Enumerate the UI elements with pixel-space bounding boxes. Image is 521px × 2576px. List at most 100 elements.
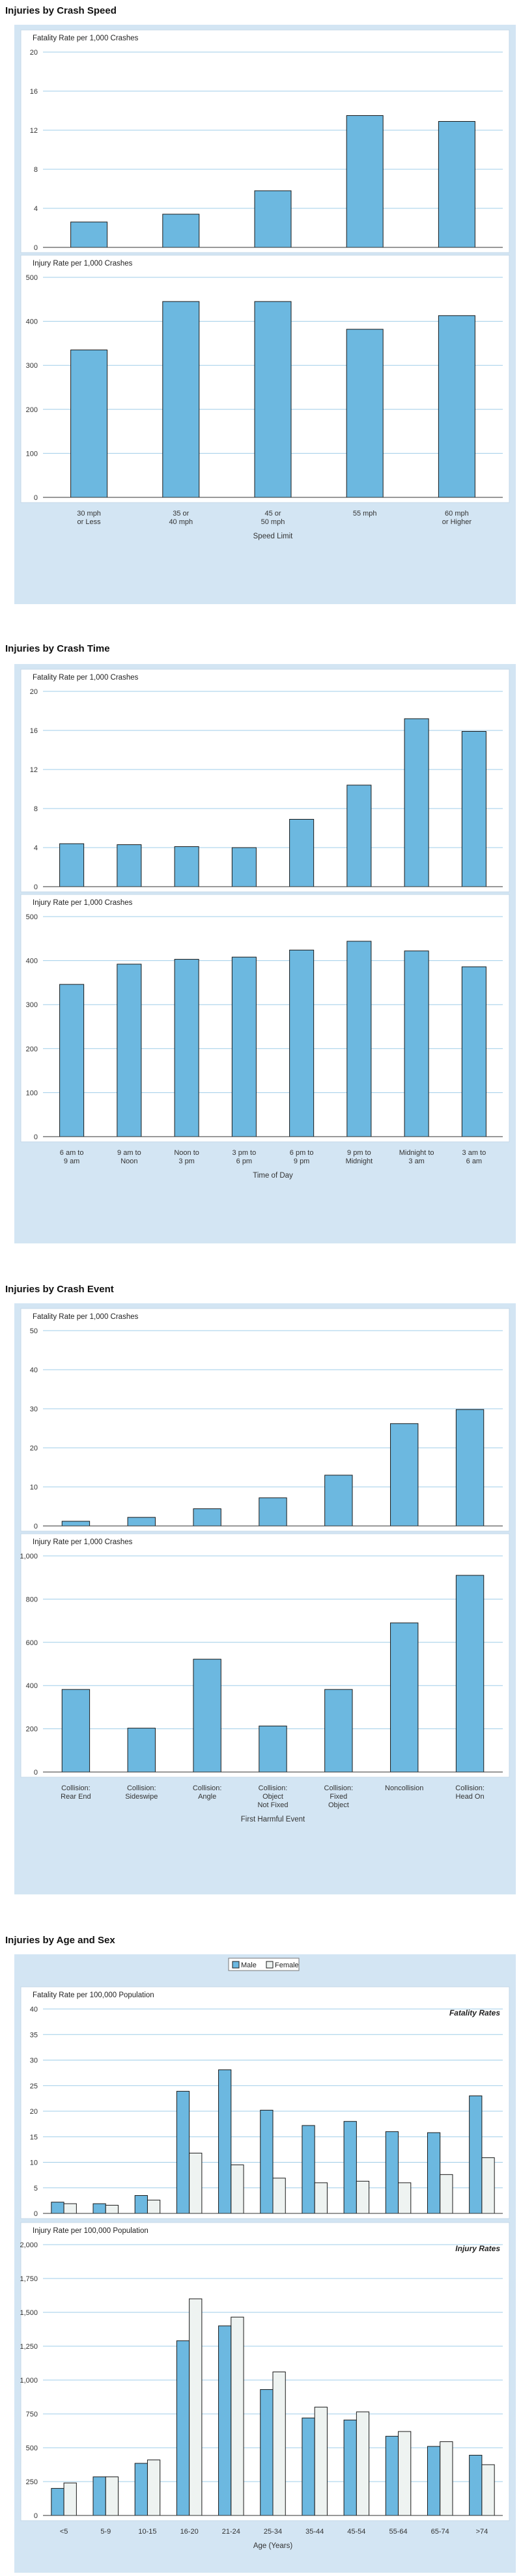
x-tick-label: <5 [60, 2528, 68, 2536]
chart-annotation: Injury Rates [455, 2244, 500, 2253]
chart-age-fatality: Fatality Rate per 100,000 Population Fata… [20, 1958, 510, 2219]
bar-female [63, 2203, 77, 2214]
bar [404, 718, 429, 887]
bar [289, 819, 315, 887]
bar-male [343, 2121, 357, 2214]
y-tick-label: 8 [34, 805, 38, 813]
y-tick-label: 8 [34, 166, 38, 174]
y-tick-label: 20 [30, 688, 38, 696]
chart-title: Fatality Rate per 1,000 Crashes [33, 674, 139, 682]
chart-title: Fatality Rate per 1,000 Crashes [33, 35, 139, 42]
bar [289, 949, 315, 1137]
y-tick-label: 0 [34, 2512, 38, 2520]
bar-male [260, 2389, 274, 2516]
y-tick-label: 1,000 [20, 2377, 38, 2385]
y-tick-label: 15 [30, 2133, 38, 2141]
y-tick-label: 0 [34, 2210, 38, 2218]
x-tick-label: 21-24 [222, 2528, 240, 2536]
y-tick-label: 30 [30, 2057, 38, 2065]
chart-event-fatality: Fatality Rate per 1,000 Crashes 0 10 20 30 40… [20, 1308, 510, 1532]
y-tick-label: 0 [34, 1769, 38, 1777]
bar-female [314, 2182, 328, 2214]
bar-male [134, 2463, 148, 2516]
y-tick-label: 400 [26, 1682, 38, 1690]
bar-male [92, 2476, 106, 2516]
y-tick-label: 300 [26, 362, 38, 370]
y-tick-label: 20 [30, 49, 38, 57]
y-tick-label: 500 [26, 913, 38, 921]
bar-male [302, 2417, 315, 2516]
chart-panel: Fatality Rate per 1,000 Crashes 0 4 8 12 16 20… [14, 664, 516, 1243]
y-tick-label: 200 [26, 1726, 38, 1734]
y-tick-label: 4 [34, 205, 38, 213]
x-tick-label: 35 or 40 mph [169, 510, 193, 526]
y-tick-label: 1,500 [20, 2309, 38, 2317]
x-tick-label: Noon to 3 pm [174, 1149, 199, 1165]
y-tick-label: 50 [30, 1327, 38, 1335]
chart-speed-fatality: Fatality Rate per 1,000 Crashes 0 4 8 12 16 20 [20, 29, 510, 253]
y-tick-label: 1,250 [20, 2343, 38, 2351]
bar-male [469, 2454, 483, 2516]
bar [162, 214, 200, 248]
bar [346, 784, 372, 887]
x-tick-label: Collision: Object Not Fixed [257, 1784, 288, 1809]
bar [438, 315, 475, 498]
y-tick-label: 5 [34, 2185, 38, 2193]
y-tick-label: 250 [26, 2478, 38, 2486]
bar [174, 959, 199, 1137]
bar-male [51, 2202, 64, 2214]
y-tick-label: 1,000 [20, 1553, 38, 1560]
bar-female [356, 2181, 370, 2214]
bar [231, 847, 257, 887]
bar-female [481, 2464, 495, 2516]
x-tick-label: 3 am to 6 am [462, 1149, 486, 1165]
section-title: Injuries by Crash Event [5, 1284, 114, 1295]
bar [193, 1659, 221, 1773]
section-title: Injuries by Age and Sex [5, 1935, 115, 1946]
x-tick-label: 16-20 [180, 2528, 199, 2536]
bar [117, 844, 142, 887]
chart-title: Injury Rate per 100,000 Population [33, 2227, 148, 2235]
bar [59, 984, 85, 1137]
bar-male [218, 2069, 232, 2214]
y-tick-label: 35 [30, 2031, 38, 2039]
bar-male [469, 2095, 483, 2214]
bar [254, 190, 292, 248]
y-tick-label: 600 [26, 1639, 38, 1647]
x-tick-label: 6 am to 9 am [60, 1149, 84, 1165]
y-tick-label: 4 [34, 844, 38, 852]
x-tick-label: 25-34 [264, 2528, 282, 2536]
bar-male [427, 2132, 441, 2214]
bar-female [63, 2482, 77, 2516]
bar [193, 1508, 221, 1527]
bar-female [440, 2174, 453, 2214]
bar-male [176, 2090, 190, 2214]
x-tick-label: 9 am to Noon [117, 1149, 141, 1165]
bar-female [189, 2152, 203, 2214]
bar-female [231, 2164, 244, 2214]
bar [390, 1423, 419, 1527]
bar [438, 121, 475, 248]
chart-panel: Fatality Rate per 1,000 Crashes 0 4 8 12 16 20… [14, 25, 516, 604]
y-tick-label: 16 [30, 88, 38, 96]
y-tick-label: 25 [30, 2083, 38, 2090]
x-tick-label: 3 pm to 6 pm [232, 1149, 257, 1165]
x-tick-label: 55-64 [389, 2528, 407, 2536]
bar [70, 350, 108, 498]
bar-male [385, 2131, 399, 2214]
x-tick-label: 6 pm to 9 pm [290, 1149, 314, 1165]
chart-annotation: Fatality Rates [449, 2008, 500, 2017]
y-tick-label: 0 [34, 244, 38, 252]
bar-male [260, 2109, 274, 2214]
y-tick-label: 12 [30, 766, 38, 774]
x-tick-label: 10-15 [138, 2528, 156, 2536]
bar-male [343, 2419, 357, 2516]
bar-male [385, 2435, 399, 2516]
y-tick-label: 300 [26, 1001, 38, 1009]
chart-speed-injury: Injury Rate per 1,000 Crashes 0 100 200 300 4… [20, 255, 510, 540]
section-title: Injuries by Crash Speed [5, 5, 117, 16]
y-tick-label: 750 [26, 2411, 38, 2418]
bar [61, 1521, 91, 1527]
bar [59, 843, 85, 887]
bar-female [147, 2200, 161, 2214]
